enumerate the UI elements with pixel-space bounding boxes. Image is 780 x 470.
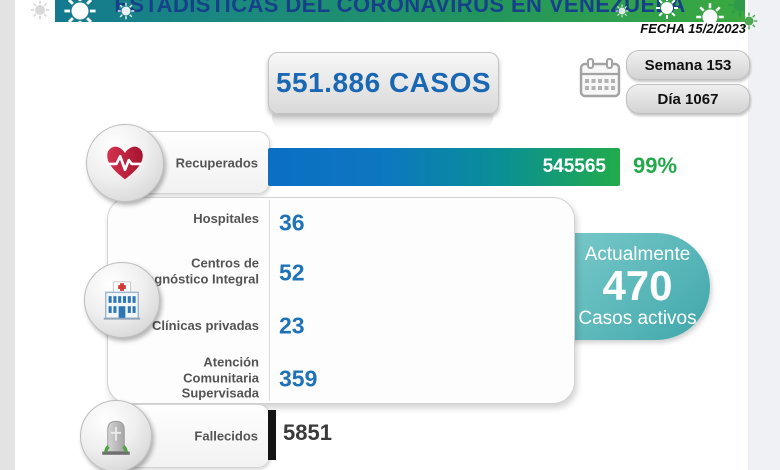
total-cases-value: 551.886 CASOS [275,67,492,98]
virus-icon [656,0,678,19]
recovered-label: Recuperados [175,155,258,170]
total-cases-box: 551.886 CASOS [268,52,499,114]
facility-label-acs: Atención Comunitaria Supervisada [181,354,259,401]
recovered-progress-bar: 545565 [268,148,620,186]
active-cases-badge: Actualmente 470 Casos activos [565,233,710,340]
facilities-icon-circle [84,262,160,338]
calendar-icon [579,58,621,98]
deaths-label: Fallecidos [194,428,258,444]
report-date: FECHA 15/2/2023 [640,21,746,36]
deaths-value: 5851 [283,420,332,445]
virus-icon [696,3,724,22]
facility-value-hospitales: 36 [279,209,305,236]
active-cases-subcaption: Casos activos [578,307,697,329]
day-label: Día 1067 [657,90,719,108]
day-badge: Día 1067 [626,84,750,114]
facility-value-clinicas: 23 [279,312,305,339]
left-margin-strip [0,0,15,470]
title-banner: ESTADÍSTICAS DEL CORONAVIRUS EN VENEZUEL… [55,0,745,22]
facilities-panel: Hospitales 36 Centros de Diagnóstico Int… [107,197,575,404]
tombstone-icon [102,420,130,455]
virus-icon [740,12,758,30]
week-badge: Semana 153 [626,50,750,80]
recovered-percent: 99% [633,153,678,178]
virus-icon [728,0,745,17]
active-cases-value: 470 [602,262,673,310]
hospital-icon [103,281,141,320]
active-cases-caption: Actualmente [584,244,691,266]
virus-icon [117,2,135,20]
facility-label-hospitales: Hospitales [193,211,259,227]
deaths-icon-circle [80,400,152,470]
deaths-mini-bar [268,410,276,460]
facility-label-clinicas: Clínicas privadas [152,318,259,334]
recovered-icon-circle [86,124,164,202]
recovered-value: 545565 [542,156,606,177]
virus-icon [30,0,50,20]
total-cases-reflection [272,114,493,128]
virus-icon [64,0,96,22]
heart-pulse-icon [107,146,143,180]
right-margin-strip [748,0,780,470]
week-label: Semana 153 [644,56,732,74]
virus-icon [615,4,629,18]
page-title: ESTADÍSTICAS DEL CORONAVIRUS EN VENEZUEL… [114,0,686,17]
facility-value-acs: 359 [279,365,318,392]
facility-value-cdi: 52 [279,259,305,286]
panel-divider [269,200,270,401]
